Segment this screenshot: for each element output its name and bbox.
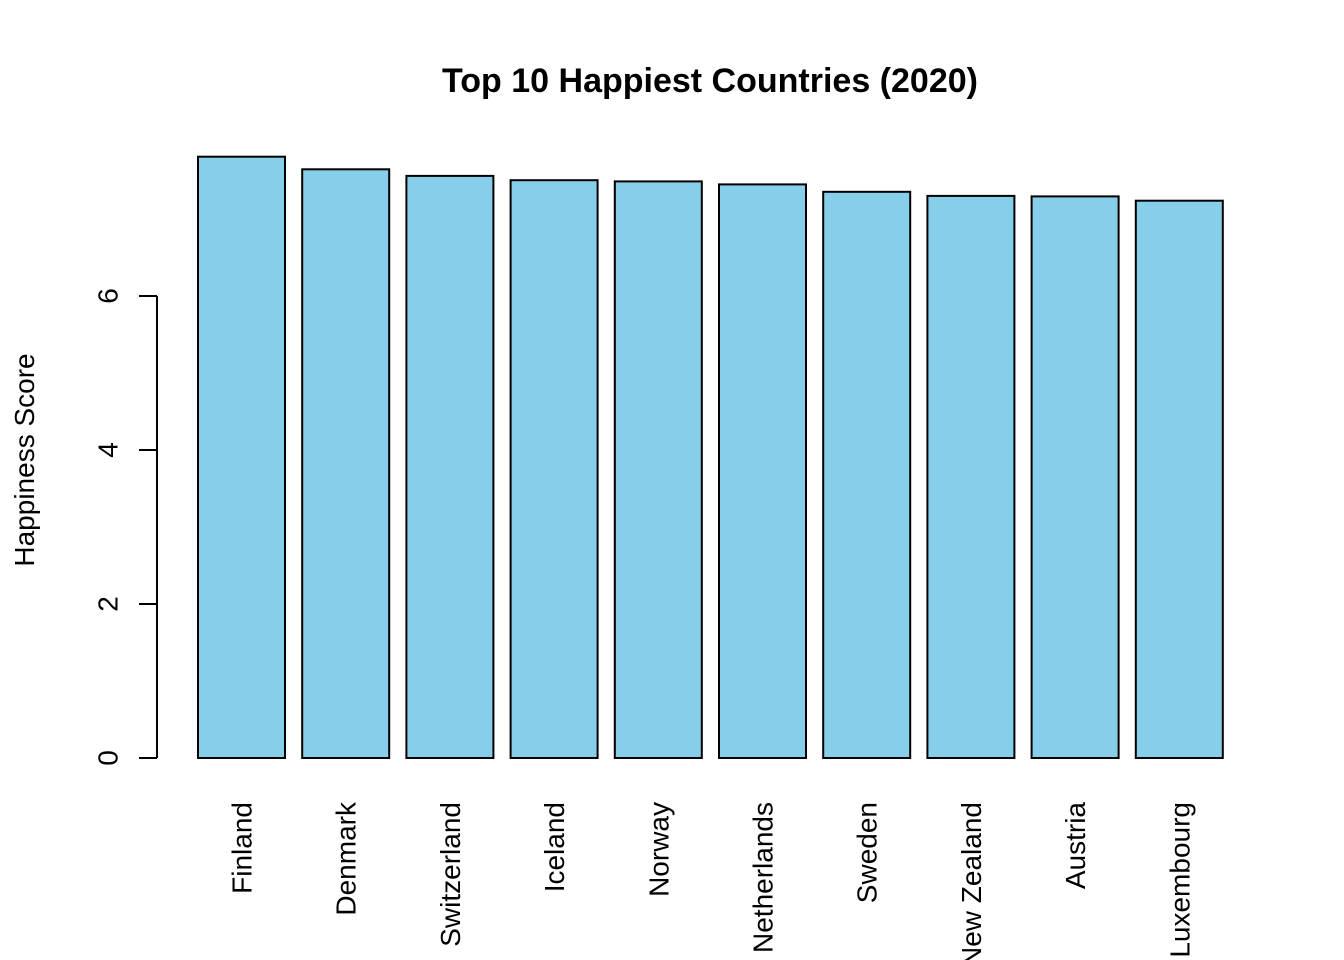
bar-sweden bbox=[822, 190, 912, 760]
category-label-denmark: Denmark bbox=[331, 801, 362, 916]
bar-netherlands bbox=[718, 183, 807, 759]
bar-austria bbox=[1030, 195, 1120, 759]
bar-finland bbox=[197, 155, 286, 759]
category-labels: Finland Denmark Switzerland Iceland Norway Ne… bbox=[227, 801, 1196, 960]
category-label-iceland: Iceland bbox=[539, 802, 570, 892]
bar-denmark bbox=[301, 168, 391, 760]
y-axis-label: Happiness Score bbox=[9, 353, 40, 566]
y-tick-label-6: 6 bbox=[92, 288, 123, 304]
bar-luxembourg bbox=[1134, 199, 1224, 759]
y-tick-label-0: 0 bbox=[92, 750, 123, 766]
bar-switzerland bbox=[405, 174, 495, 759]
category-label-finland: Finland bbox=[227, 802, 258, 894]
y-tick-label-2: 2 bbox=[92, 596, 123, 612]
category-label-norway: Norway bbox=[643, 802, 674, 897]
category-label-switzerland: Switzerland bbox=[435, 802, 466, 947]
category-label-austria: Austria bbox=[1060, 802, 1091, 890]
category-label-new-zealand: New Zealand bbox=[956, 802, 987, 960]
chart-title: Top 10 Happiest Countries (2020) bbox=[442, 62, 978, 100]
y-tick-label-4: 4 bbox=[92, 442, 123, 458]
category-label-netherlands: Netherlands bbox=[748, 802, 779, 953]
bar-new-zealand bbox=[926, 194, 1016, 759]
y-axis: 0 2 4 6 bbox=[92, 288, 158, 766]
category-label-luxembourg: Luxembourg bbox=[1164, 802, 1195, 958]
bar-iceland bbox=[509, 179, 599, 759]
bars-group bbox=[197, 155, 1224, 760]
bar-norway bbox=[613, 180, 703, 759]
category-label-sweden: Sweden bbox=[852, 802, 883, 903]
